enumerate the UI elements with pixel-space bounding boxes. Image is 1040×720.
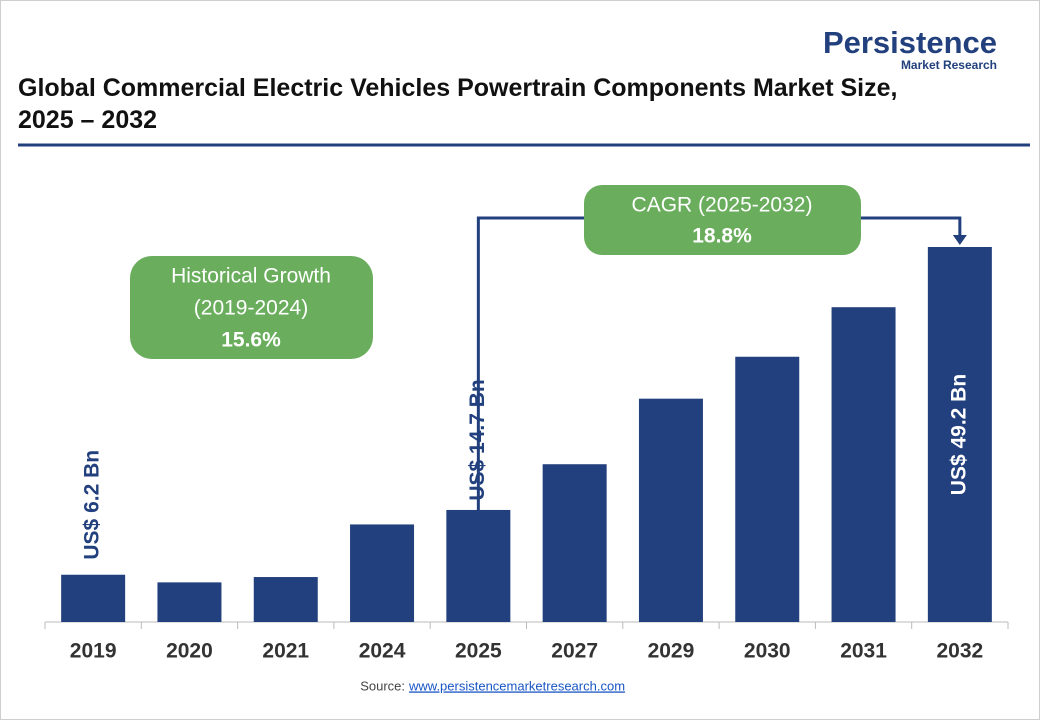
bar [638, 398, 703, 622]
brand-sub: Market Research [901, 58, 997, 72]
bar [542, 464, 607, 622]
connector-arrow [952, 235, 967, 245]
source-link[interactable]: www.persistencemarketresearch.com [408, 678, 625, 693]
bar [735, 356, 800, 622]
x-tick-label: 2020 [166, 640, 213, 663]
bar [350, 524, 415, 622]
cagr-label: CAGR (2025-2032) [632, 194, 813, 217]
historical-value: 15.6% [221, 329, 281, 352]
x-tick-label: 2030 [744, 640, 791, 663]
cagr-value: 18.8% [692, 225, 752, 248]
x-tick-label: 2032 [936, 640, 983, 663]
historical-period: (2019-2024) [194, 297, 308, 320]
source-label: Source: [360, 678, 405, 693]
bar [61, 574, 126, 622]
x-tick-label: 2024 [359, 640, 406, 663]
brand: Persistence [823, 25, 997, 60]
x-tick-label: 2027 [551, 640, 598, 663]
x-tick-label: 2025 [455, 640, 502, 663]
bar [927, 247, 992, 622]
value-label: US$ 14.7 Bn [466, 379, 489, 500]
historical-box [130, 256, 373, 359]
bar [253, 577, 318, 622]
bar [157, 582, 222, 622]
bar [446, 509, 511, 622]
x-tick-label: 2031 [840, 640, 887, 663]
value-label: US$ 6.2 Bn [81, 450, 104, 560]
chart-title: Global Commercial Electric Vehicles Powe… [18, 74, 898, 134]
historical-label: Historical Growth [171, 265, 331, 288]
x-tick-label: 2021 [262, 640, 309, 663]
x-tick-label: 2019 [70, 640, 117, 663]
value-label: US$ 49.2 Bn [947, 374, 970, 495]
x-tick-label: 2029 [648, 640, 695, 663]
title-box: Global Commercial Electric Vehicles Powe… [18, 74, 898, 134]
bar [831, 307, 896, 622]
cagr-box [584, 185, 861, 255]
